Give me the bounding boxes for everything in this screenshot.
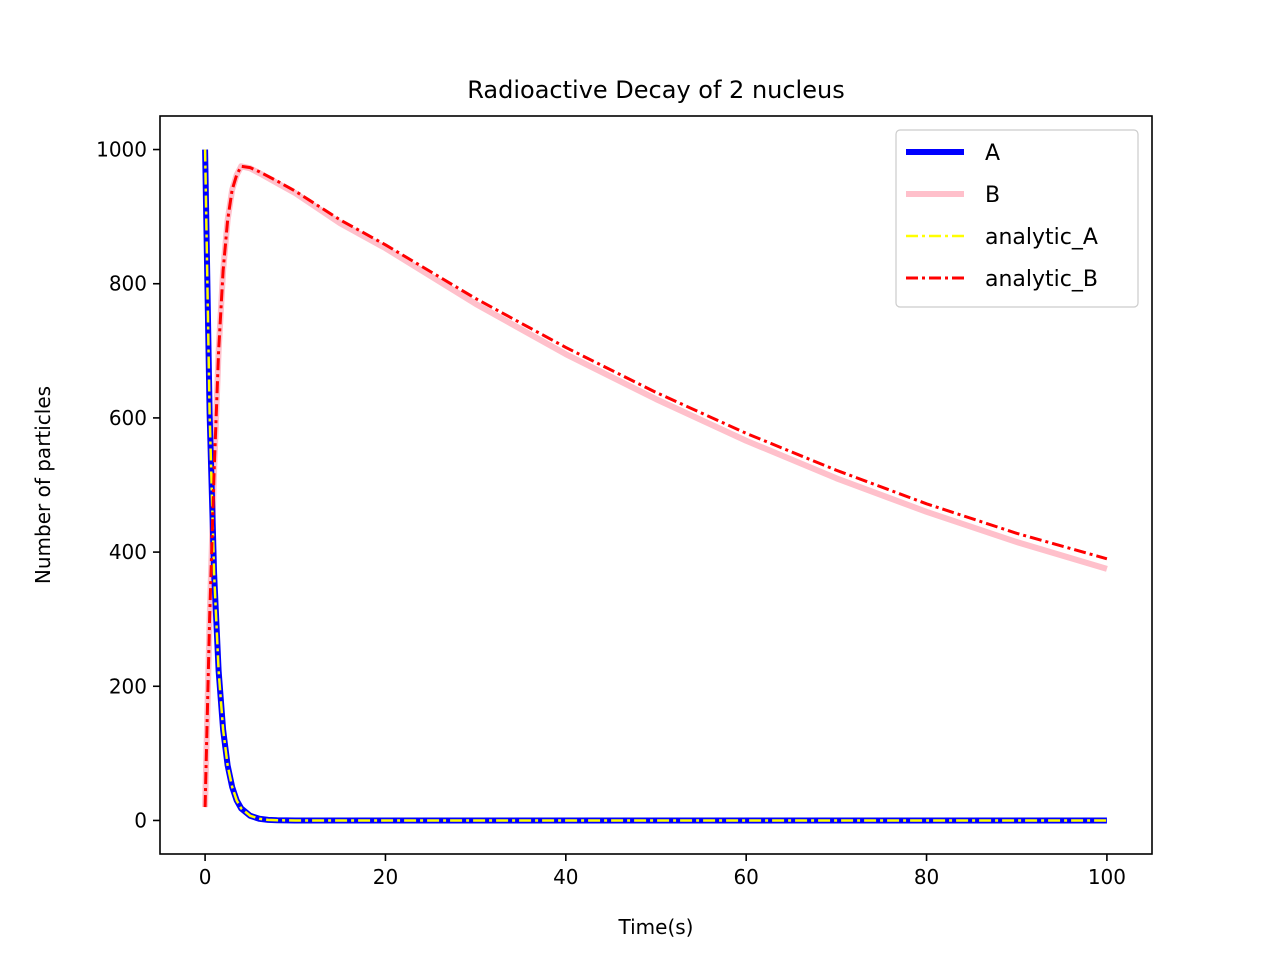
- y-tick-label: 800: [109, 272, 147, 296]
- x-tick-label: 100: [1088, 865, 1126, 889]
- y-tick-label: 600: [109, 406, 147, 430]
- series-line-analytic-b: [203, 164, 1108, 808]
- y-tick-label: 200: [109, 674, 147, 698]
- legend-label-analytic-b: analytic_B: [985, 267, 1098, 292]
- chart-title: Radioactive Decay of 2 nucleus: [467, 76, 844, 104]
- legend-label-b: B: [985, 183, 1000, 208]
- x-axis-label: Time(s): [618, 915, 694, 939]
- axes-frame: [159, 115, 1153, 855]
- x-tick-label: 80: [914, 865, 939, 889]
- y-tick-label: 0: [134, 808, 147, 832]
- series-line-analytic-a: [203, 149, 1107, 822]
- y-axis-label: Number of particles: [31, 386, 55, 584]
- legend-label-analytic-a: analytic_A: [985, 225, 1098, 250]
- y-tick-label: 400: [109, 540, 147, 564]
- x-tick-label: 40: [553, 865, 578, 889]
- x-tick-label: 20: [373, 865, 398, 889]
- y-tick-label: 1000: [96, 138, 147, 162]
- legend-label-a: A: [985, 141, 1000, 166]
- x-tick-label: 60: [733, 865, 758, 889]
- plot-area: [202, 149, 1108, 824]
- legend-box: [895, 129, 1139, 308]
- x-tick-label: 0: [199, 865, 212, 889]
